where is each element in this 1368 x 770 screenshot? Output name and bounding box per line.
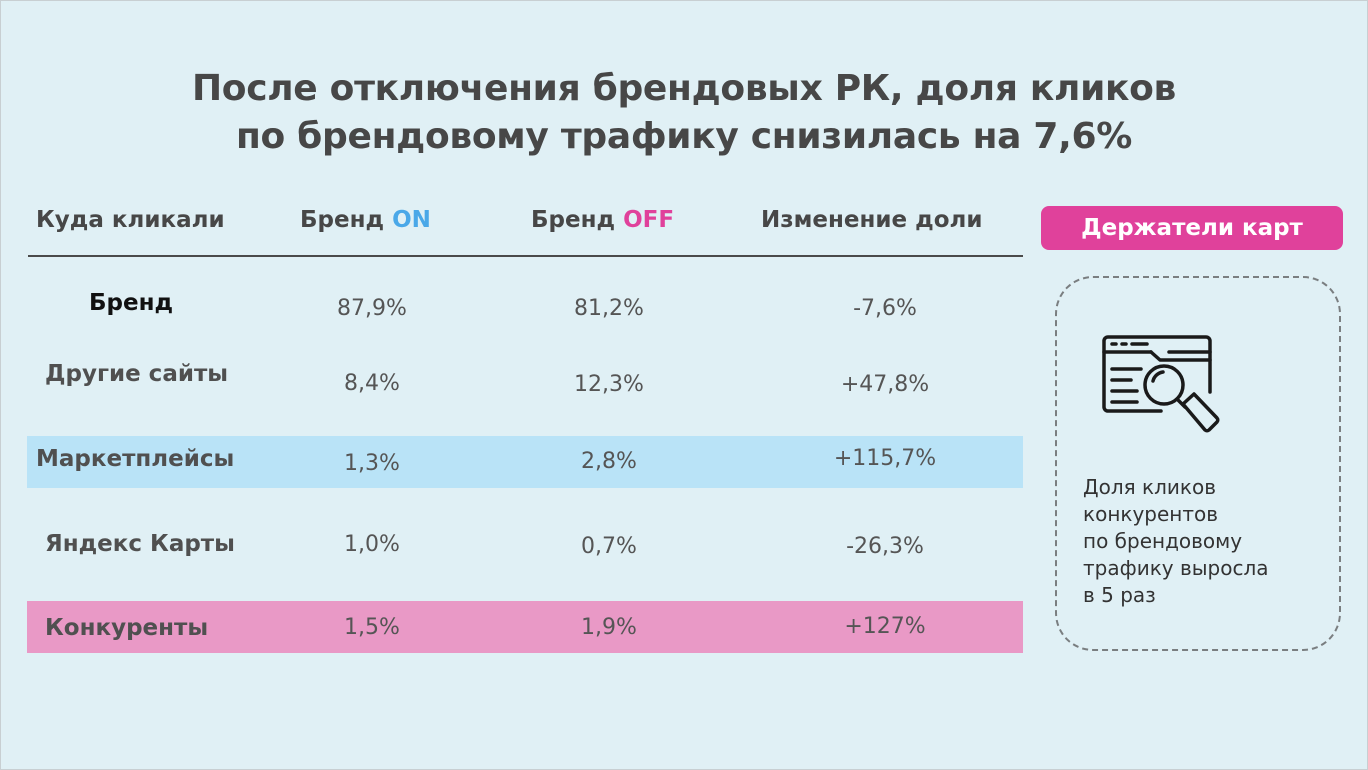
cell-comp-off: 1,9%	[581, 615, 637, 640]
title-line-1: После отключения брендовых РК, доля клик…	[191, 68, 1177, 109]
insight-line: конкурентов	[1083, 502, 1219, 526]
title-line-2: по брендовому трафику снизилась на 7,6%	[235, 116, 1133, 157]
row-label-brand: Бренд	[89, 290, 174, 316]
cell-market-off: 2,8%	[581, 449, 637, 474]
header-brand-word: Бренд	[300, 207, 385, 233]
cell-comp-change: +127%	[844, 614, 926, 639]
cell-brand-on: 87,9%	[337, 296, 407, 321]
cell-market-change: +115,7%	[833, 446, 937, 471]
cell-brand-off: 81,2%	[574, 296, 644, 321]
header-off: OFF	[623, 207, 675, 233]
header-where: Куда кликали	[36, 207, 225, 233]
header-change: Изменение доли	[761, 207, 983, 233]
header-on: ON	[392, 207, 431, 233]
cell-brand-change: -7,6%	[853, 296, 917, 321]
insight-card: Доля кликов конкурентов по брендовому тр…	[1055, 276, 1341, 651]
cell-market-on: 1,3%	[344, 451, 400, 476]
cell-other-change: +47,8%	[840, 372, 930, 397]
header-divider	[28, 255, 1023, 257]
header-brand-word: Бренд	[531, 207, 616, 233]
header-brand-on: Бренд ON	[300, 207, 431, 233]
insight-text: Доля кликов конкурентов по брендовому тр…	[1083, 474, 1323, 609]
row-label-competitors: Конкуренты	[45, 615, 209, 641]
cell-maps-change: -26,3%	[846, 534, 924, 559]
search-window-icon	[1102, 335, 1220, 433]
cell-comp-on: 1,5%	[344, 615, 400, 640]
header-brand-off: Бренд OFF	[531, 207, 674, 233]
insight-line: по брендовому	[1083, 529, 1243, 553]
cell-other-on: 8,4%	[344, 371, 400, 396]
cardholders-pill: Держатели карт	[1041, 206, 1343, 250]
insight-line: Доля кликов	[1083, 475, 1216, 499]
row-highlight-marketplaces	[27, 436, 1023, 488]
cell-maps-on: 1,0%	[344, 532, 400, 557]
cell-other-off: 12,3%	[574, 372, 644, 397]
row-label-yandex-maps: Яндекс Карты	[45, 531, 235, 557]
row-label-other-sites: Другие сайты	[45, 361, 229, 387]
insight-line: в 5 раз	[1083, 583, 1156, 607]
cell-maps-off: 0,7%	[581, 534, 637, 559]
slide-title: После отключения брендовых РК, доля клик…	[1, 65, 1367, 161]
row-label-marketplaces: Маркетплейсы	[36, 446, 235, 472]
insight-line: трафику выросла	[1083, 556, 1269, 580]
row-highlight-competitors	[27, 601, 1023, 653]
